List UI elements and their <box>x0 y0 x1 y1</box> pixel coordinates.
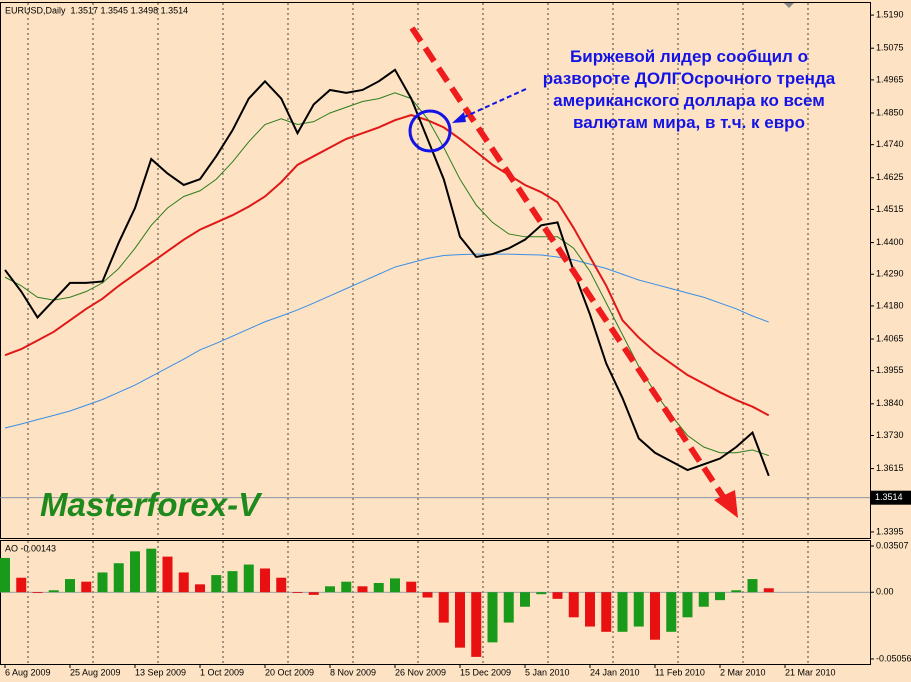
ao-bar <box>715 592 725 601</box>
ao-bar <box>146 548 157 593</box>
ao-bar <box>650 592 660 640</box>
ao-bar <box>520 592 530 607</box>
y-tick-label: 1.4290 <box>876 269 904 279</box>
ao-bar <box>568 592 579 618</box>
ao-bar <box>406 581 417 593</box>
main-frame <box>0 2 871 539</box>
pointer-arrow-head <box>452 112 466 123</box>
ao-bar <box>390 578 400 593</box>
ao-bar <box>438 592 449 623</box>
y-tick-label: 1.4400 <box>876 237 904 247</box>
ma-line <box>4 253 769 429</box>
ao-bar <box>763 588 774 593</box>
ao-bar <box>682 592 693 618</box>
last-price-label: 1.3514 <box>875 492 903 502</box>
ao-bar <box>195 584 205 593</box>
ao-bar <box>292 592 303 594</box>
ao-bar <box>552 592 563 599</box>
x-tick-label: 15 Dec 2009 <box>460 667 511 677</box>
ao-bar <box>308 592 319 595</box>
x-tick-label: 8 Nov 2009 <box>330 667 376 677</box>
y-tick-label: 1.3840 <box>876 398 904 408</box>
ma-line <box>4 68 770 477</box>
y-tick-label: 0.03507 <box>876 540 909 550</box>
y-tick-label: -0.05056 <box>876 653 911 663</box>
ao-bar <box>16 577 27 593</box>
chart-title: EURUSD,Daily 1.3517 1.3545 1.3498 1.3514 <box>5 5 188 15</box>
ao-bar <box>65 579 75 593</box>
y-tick-label: 0.00 <box>876 587 894 597</box>
ao-bar <box>0 557 10 593</box>
ao-bar <box>455 592 465 648</box>
ao-bar <box>162 556 173 593</box>
ao-bar <box>130 551 140 593</box>
x-tick-label: 6 Aug 2009 <box>5 667 51 677</box>
ao-bar <box>81 581 92 593</box>
x-tick-label: 11 Feb 2010 <box>655 667 705 677</box>
y-tick-label: 1.4965 <box>876 74 904 84</box>
x-tick-label: 24 Jan 2010 <box>590 667 640 677</box>
ao-bar <box>617 592 628 632</box>
ao-bar <box>698 592 709 607</box>
ao-frame <box>0 540 871 665</box>
watermark: Masterforex-V <box>40 486 261 523</box>
ao-bar <box>373 583 384 593</box>
ao-bar <box>633 592 644 627</box>
ao-bar <box>747 579 758 593</box>
ao-bar <box>260 568 270 593</box>
ao-bar <box>585 592 595 627</box>
ao-bar <box>422 592 433 598</box>
x-tick-label: 26 Nov 2009 <box>395 667 446 677</box>
ma-line <box>4 113 770 417</box>
y-tick-label: 1.4180 <box>876 300 904 310</box>
y-tick-label: 1.4515 <box>876 204 904 214</box>
shift-marker <box>784 3 794 8</box>
x-tick-label: 5 Jan 2010 <box>525 667 570 677</box>
y-tick-label: 1.4740 <box>876 139 904 149</box>
pointer-arrow <box>461 88 527 119</box>
ao-bar <box>666 592 677 632</box>
trend-arrow-head <box>714 490 738 518</box>
y-tick-label: 1.3955 <box>876 365 904 375</box>
x-tick-label: 25 Aug 2009 <box>70 667 121 677</box>
ao-bar <box>276 577 287 593</box>
last-price-box <box>871 490 911 505</box>
y-tick-label: 1.3395 <box>876 526 904 536</box>
ao-bar <box>243 564 254 593</box>
ao-bar <box>178 572 189 593</box>
annotation: Биржевой лидер сообщил о развороте ДОЛГО… <box>542 47 836 132</box>
y-tick-label: 1.3615 <box>876 463 904 473</box>
ao-bar <box>487 592 498 643</box>
ao-bar <box>113 563 124 593</box>
ao-bar <box>471 592 482 657</box>
ao-bar <box>503 592 514 623</box>
ao-bar <box>341 581 352 593</box>
x-tick-label: 1 Oct 2009 <box>200 667 244 677</box>
ao-bar <box>227 571 238 593</box>
ao-bar <box>325 586 335 593</box>
ao-bar <box>211 575 222 593</box>
y-tick-label: 1.5075 <box>876 43 904 53</box>
ao-bar <box>32 592 43 594</box>
y-tick-label: 1.5190 <box>876 9 904 19</box>
x-tick-label: 2 Mar 2010 <box>720 667 766 677</box>
ao-bar <box>601 592 612 632</box>
ao-title: AO -0.00143 <box>5 543 56 553</box>
ao-bar <box>48 590 59 593</box>
ao-bar <box>357 586 368 593</box>
x-tick-label: 13 Sep 2009 <box>135 667 186 677</box>
ao-bar <box>536 592 547 595</box>
x-tick-label: 20 Oct 2009 <box>265 667 314 677</box>
y-tick-label: 1.4065 <box>876 333 904 343</box>
reversal-circle <box>408 109 452 153</box>
y-tick-label: 1.4850 <box>876 107 904 117</box>
ao-bar <box>731 590 742 593</box>
ao-bar <box>97 572 108 593</box>
y-tick-label: 1.4625 <box>876 172 904 182</box>
x-tick-label: 21 Mar 2010 <box>785 667 836 677</box>
y-tick-label: 1.3730 <box>876 430 904 440</box>
